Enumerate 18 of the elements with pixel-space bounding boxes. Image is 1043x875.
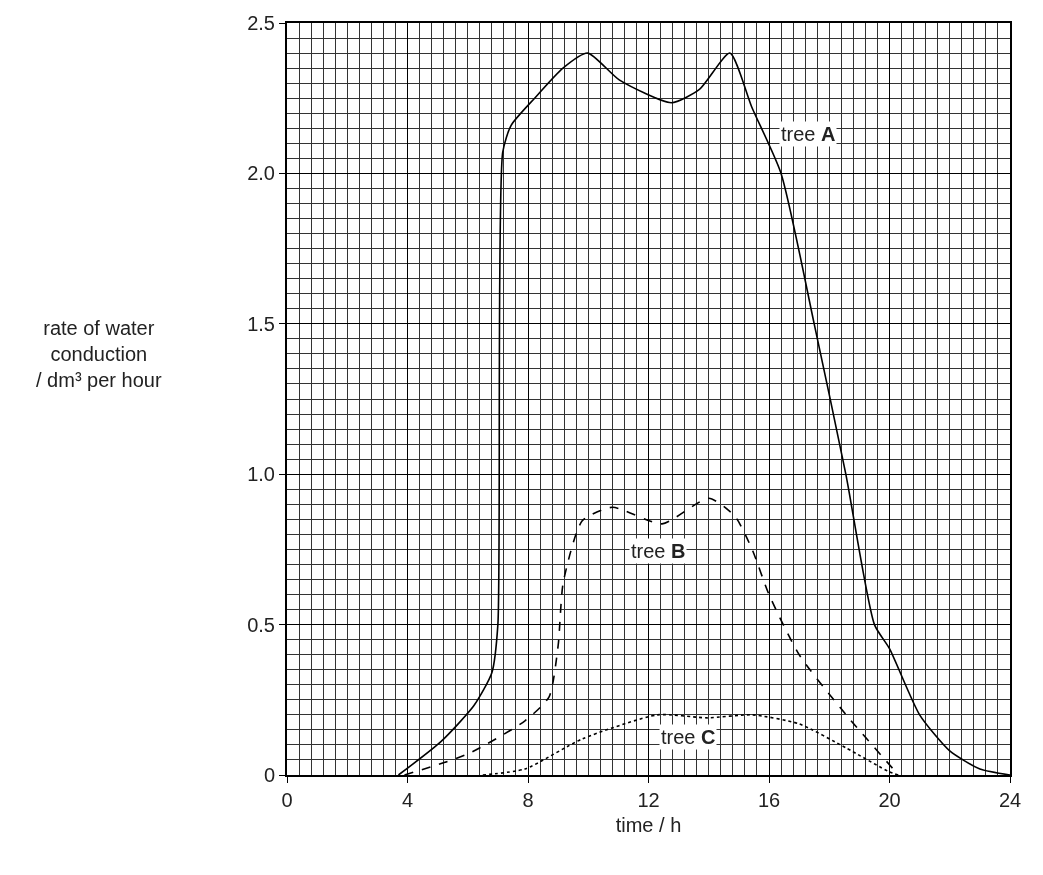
x-axis-title: time / h [615,814,682,836]
x-tick-label: 8 [522,789,534,811]
y-tick-label: 2.0 [247,162,275,185]
x-tick-label: 24 [998,789,1022,811]
y-tick-label: 2.5 [247,12,275,34]
x-tick-label: 12 [637,789,660,811]
x-tick-label: 0 [281,789,293,811]
series-label: tree C [661,726,716,748]
y-axis-title: rate of water conduction / dm³ per hour [36,317,162,391]
y-tick-label: 1.0 [247,463,275,486]
y-tick-label: 1.5 [247,312,275,335]
x-tick-label: 20 [878,789,901,811]
series-label: tree A [781,123,836,145]
series-label: tree B [631,540,686,562]
x-tick-label: 4 [401,789,414,811]
y-tick-label: 0 [263,764,275,786]
x-tick-label: 16 [757,789,781,811]
y-tick-label: 0.5 [247,613,275,636]
